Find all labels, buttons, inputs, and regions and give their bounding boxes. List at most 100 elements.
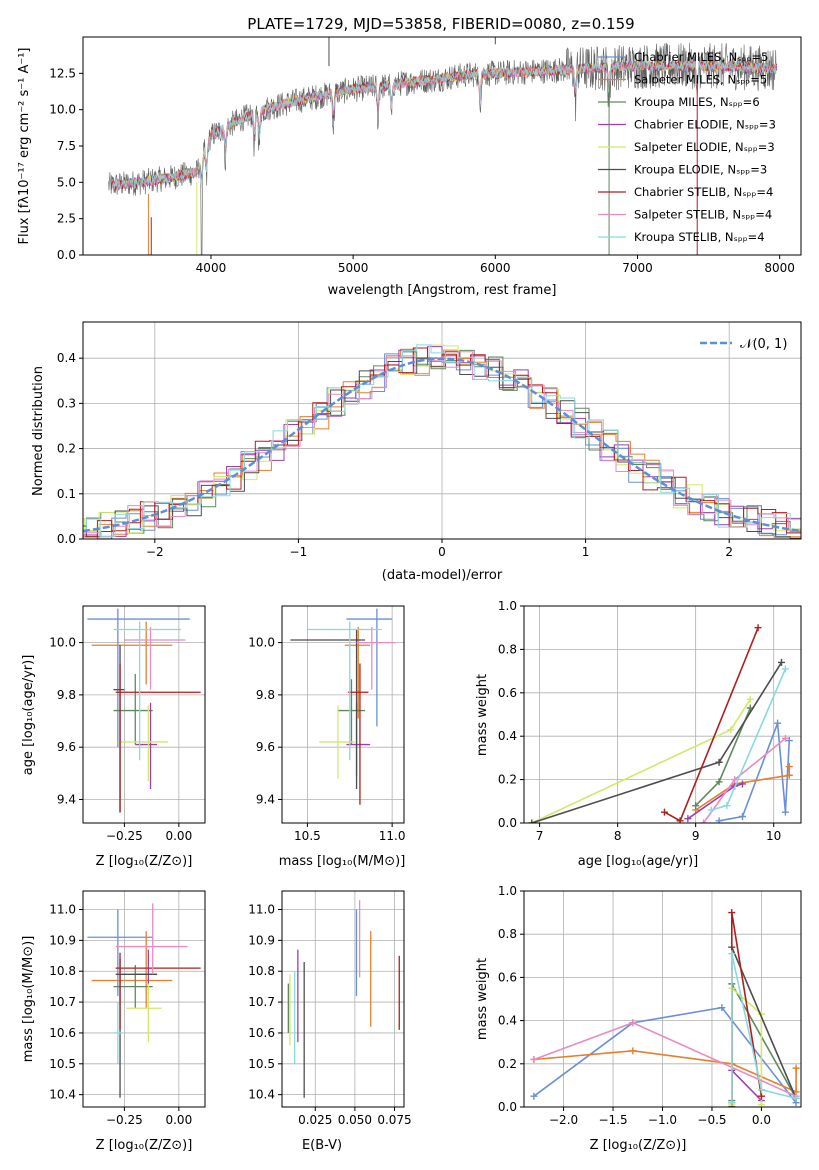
z-mass-weight-marker-8 xyxy=(757,1086,765,1094)
z-mass-weight-marker-6 xyxy=(728,909,736,917)
mass-vs-age-panel: 10.5 11.0 9.4 9.6 9.8 10.0 xyxy=(248,605,405,843)
spectrum-legend-label-8: Kroupa STELIB, Nₛₚₚ=4 xyxy=(634,230,765,244)
spectrum-legend-label-6: Chabrier STELIB, Nₛₚₚ=4 xyxy=(634,185,773,199)
z-mass-weight-marker-7 xyxy=(629,1019,637,1027)
z-vs-mass-xlabel: Z [log₁₀(Z/Z⊙)] xyxy=(96,1138,193,1153)
age-mass-weight-xlabel: age [log₁₀(age/yr)] xyxy=(578,854,699,869)
z-vs-age-ylabel: age [log₁₀(age/yr)] xyxy=(21,655,36,776)
age-mass-weight-marker-0 xyxy=(774,719,782,727)
mass-vs-age-grid xyxy=(282,606,404,823)
spectrum-legend: Chabrier MILES, Nₛₚₚ=5 Salpeter MILES, Nₛ… xyxy=(598,50,776,244)
age-mass-weight-marker-7 xyxy=(699,819,707,823)
spectrum-xtick-label: 5000 xyxy=(338,261,369,275)
z-vs-mass-ytick-label: 10.9 xyxy=(49,933,76,947)
mass-vs-age-ytick-label: 10.0 xyxy=(248,636,275,650)
z-vs-age-axes-frame xyxy=(82,605,206,824)
age-mass-weight-grid xyxy=(524,605,801,824)
age-mass-weight-marker-3 xyxy=(738,780,746,788)
spectrum-ytick-label: 7.5 xyxy=(57,139,76,153)
age-mass-weight-marks xyxy=(528,624,793,823)
spectrum-ytick-label: 12.5 xyxy=(49,66,76,80)
z-mass-weight-ytick-label: 0.8 xyxy=(498,927,517,941)
z-vs-age-xtick-label: 0.00 xyxy=(165,829,192,843)
ebv-vs-mass-panel: 0.025 0.050 0.075 10.4 10.5 10.6 10.7 10.8 10.9 1… xyxy=(248,890,412,1127)
age-mass-weight-marker-4 xyxy=(746,695,754,703)
ebv-vs-mass-ytick-label: 10.5 xyxy=(248,1057,275,1071)
z-vs-mass-ytick-label: 11.0 xyxy=(49,903,76,917)
z-mass-weight-marker-0 xyxy=(530,1092,538,1100)
z-mass-weight-ytick-label: 0.2 xyxy=(498,1057,517,1071)
z-vs-age-ytick-label: 9.4 xyxy=(57,792,76,806)
age-mass-weight-ytick-label: 0.4 xyxy=(498,729,517,743)
mass-vs-age-ticks: 10.5 11.0 9.4 9.6 9.8 10.0 xyxy=(248,636,405,843)
z-mass-weight-xtick-label: −1.0 xyxy=(648,1113,677,1127)
z-vs-age-ticks: −0.25 0.00 9.4 9.6 9.8 10.0 xyxy=(49,636,192,843)
age-mass-weight-panel: 7 8 9 10 0.0 0.2 0.4 0.6 0.8 1.0 xyxy=(498,599,802,843)
histogram-ytick-label: 0.4 xyxy=(57,351,76,365)
spectrum-series-line-5 xyxy=(108,42,777,255)
z-vs-mass-ytick-label: 10.4 xyxy=(49,1088,76,1102)
histogram-series-step-2 xyxy=(83,349,801,538)
ebv-vs-mass-xtick-label: 0.050 xyxy=(338,1113,372,1127)
z-mass-weight-marker-4 xyxy=(757,1101,765,1107)
age-mass-weight-line-1 xyxy=(695,766,791,811)
normal-curve-line xyxy=(83,357,801,533)
z-mass-weight-xtick-label: 0.0 xyxy=(752,1113,771,1127)
age-mass-weight-xtick-label: 9 xyxy=(692,829,700,843)
z-vs-mass-panel: −0.25 0.00 10.4 10.5 10.6 10.7 10.8 10.9 11.0 xyxy=(49,890,206,1127)
ebv-vs-mass-ytick-label: 10.4 xyxy=(248,1088,275,1102)
histogram-legend: 𝒩(0, 1) xyxy=(700,337,787,352)
spectrum-ytick-label: 0.0 xyxy=(57,248,76,262)
histogram-xlabel: (data-model)/error xyxy=(382,568,503,583)
z-vs-mass-ytick-label: 10.8 xyxy=(49,964,76,978)
z-mass-weight-marker-1 xyxy=(629,1047,637,1055)
histogram-plot-area xyxy=(83,344,801,539)
z-mass-weight-line-8 xyxy=(730,953,797,1103)
spectrum-xlabel: wavelength [Angstrom, rest frame] xyxy=(328,283,557,298)
age-mass-weight-xtick-label: 8 xyxy=(614,829,622,843)
age-mass-weight-xtick-label: 10 xyxy=(766,829,781,843)
histogram-series-step-6 xyxy=(83,347,801,538)
age-mass-weight-line-5 xyxy=(531,661,783,823)
z-vs-age-panel: −0.25 0.00 9.4 9.6 9.8 10.0 xyxy=(49,605,206,843)
z-mass-weight-marks xyxy=(530,909,800,1107)
z-vs-mass-xtick-label: −0.25 xyxy=(106,1113,143,1127)
spectrum-title: PLATE=1729, MJD=53858, FIBERID=0080, z=0… xyxy=(247,15,634,33)
age-mass-weight-marker-4 xyxy=(727,726,735,734)
spectrum-ticks: 4000 5000 6000 7000 8000 0.0 2.5 5.0 7.5 10.0 12.5 xyxy=(49,66,795,275)
age-mass-weight-marker-5 xyxy=(777,658,785,666)
z-mass-weight-line-7 xyxy=(533,1021,797,1097)
age-mass-weight-line-8 xyxy=(711,668,787,811)
spectrum-xtick-label: 4000 xyxy=(196,261,227,275)
mass-vs-age-axes-frame xyxy=(281,605,405,824)
ebv-vs-mass-ytick-label: 11.0 xyxy=(248,903,275,917)
age-mass-weight-marker-1 xyxy=(785,771,793,779)
ebv-vs-mass-xlabel: E(B-V) xyxy=(302,1138,342,1153)
histogram-panel: −2 −1 0 1 2 0.0 0.1 0.2 0.3 0.4 𝒩(0, 1) xyxy=(57,321,802,559)
z-vs-age-ytick-label: 9.6 xyxy=(57,740,76,754)
age-mass-weight-marker-0 xyxy=(781,808,789,816)
z-mass-weight-marker-0 xyxy=(718,1004,726,1012)
z-vs-age-ytick-label: 9.8 xyxy=(57,688,76,702)
mass-vs-age-xlabel: mass [log₁₀(M/M⊙)] xyxy=(279,854,406,869)
ebv-vs-mass-ytick-label: 10.6 xyxy=(248,1026,275,1040)
z-vs-mass-ytick-label: 10.5 xyxy=(49,1057,76,1071)
age-mass-weight-marker-8 xyxy=(723,802,731,810)
age-mass-weight-ytick-label: 0.6 xyxy=(498,686,517,700)
spectrum-series-line-8 xyxy=(112,59,777,189)
age-mass-weight-ytick-label: 1.0 xyxy=(498,599,517,613)
age-mass-weight-marker-3 xyxy=(684,815,692,823)
histogram-xtick-label: 1 xyxy=(582,545,590,559)
spectrum-ytick-label: 2.5 xyxy=(57,212,76,226)
z-mass-weight-marker-6 xyxy=(757,1092,765,1100)
spectrum-plot-area xyxy=(108,37,778,255)
z-mass-weight-xlabel: Z [log₁₀(Z/Z⊙)] xyxy=(590,1138,687,1153)
histogram-xtick-label: −1 xyxy=(290,545,308,559)
histogram-ylabel: Normed distribution xyxy=(31,366,46,496)
histogram-ytick-label: 0.3 xyxy=(57,396,76,410)
ebv-vs-mass-ytick-label: 10.9 xyxy=(248,933,275,947)
mass-vs-age-xtick-label: 10.5 xyxy=(294,829,321,843)
ebv-vs-mass-ticks: 0.025 0.050 0.075 10.4 10.5 10.6 10.7 10.8 10.9 1… xyxy=(248,903,411,1127)
z-mass-weight-ytick-label: 0.6 xyxy=(498,970,517,984)
z-mass-weight-panel: −2.0 −1.5 −1.0 −0.5 0.0 0.0 0.2 0.4 0.6 0.8 1.0 xyxy=(498,884,802,1127)
